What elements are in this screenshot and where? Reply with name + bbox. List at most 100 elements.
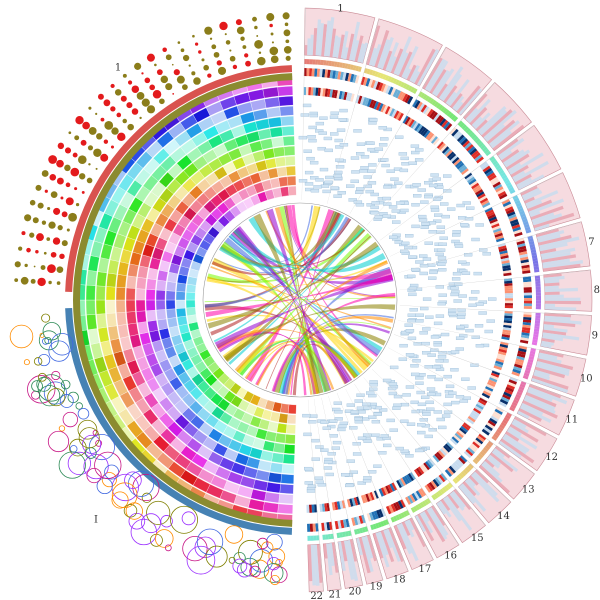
colored-cell <box>533 266 540 270</box>
histogram-bar <box>527 199 553 212</box>
histogram-bar <box>512 418 527 429</box>
chord <box>236 340 320 394</box>
gene-box <box>336 128 346 132</box>
colored-cell <box>359 527 364 534</box>
gene-box <box>434 213 443 217</box>
ring-circle <box>77 419 98 440</box>
heat-cell <box>380 487 387 496</box>
gene-box <box>306 156 315 161</box>
dot <box>29 232 35 238</box>
heatmap-cell <box>127 322 139 337</box>
heatmap-cell <box>186 307 197 317</box>
gene-box <box>455 347 464 351</box>
heat-cell <box>435 115 443 123</box>
gene-box <box>421 341 430 346</box>
colored-cell <box>493 162 500 168</box>
heat-cell <box>446 467 455 476</box>
heatmap-cell <box>280 115 295 127</box>
heat-cell <box>350 93 355 102</box>
sector-divider <box>307 399 324 592</box>
heat-cell <box>498 401 507 408</box>
colored-cell <box>479 450 486 457</box>
chord <box>278 321 391 394</box>
heat-cell <box>396 479 402 489</box>
heat-cell <box>336 501 341 510</box>
chromosome-label: 16 <box>444 550 457 561</box>
dot <box>93 148 102 157</box>
heat-cell <box>334 501 339 511</box>
histogram-bar <box>544 315 571 321</box>
heatmap-cell <box>273 442 286 454</box>
gene-box <box>400 330 410 335</box>
colored-cell <box>448 482 454 488</box>
heat-cell <box>504 305 513 309</box>
dot <box>100 153 109 162</box>
heat-cell <box>387 484 393 493</box>
histogram-bar <box>337 541 346 572</box>
gene-box <box>443 402 452 407</box>
histogram-bar <box>383 529 393 549</box>
heat-cell <box>362 97 368 106</box>
dot <box>49 173 57 181</box>
heatmap-cell <box>146 309 157 322</box>
colored-cell <box>309 59 313 65</box>
histogram-bar <box>539 242 568 252</box>
gene-box <box>369 383 378 387</box>
gene-box <box>333 174 342 178</box>
dot <box>117 132 126 142</box>
dot <box>191 71 196 76</box>
gene-box <box>435 314 445 318</box>
dot <box>144 77 151 84</box>
dot <box>96 133 103 140</box>
histogram-bar <box>337 34 345 59</box>
track-label: I <box>94 515 98 526</box>
chromosome-label: 13 <box>522 485 535 496</box>
histogram-bar <box>434 68 455 97</box>
histogram-bar <box>513 160 549 183</box>
gene-box <box>327 452 336 456</box>
gene-box <box>429 270 438 275</box>
heat-cell <box>311 504 315 513</box>
gene-box <box>378 408 388 412</box>
colored-cell <box>478 142 485 148</box>
histogram-bar <box>477 105 507 134</box>
heat-cell <box>391 109 398 118</box>
colored-cell <box>534 325 540 330</box>
dot <box>97 93 104 100</box>
heat-cell <box>321 522 325 531</box>
histogram-bar <box>340 541 348 562</box>
colored-cell <box>452 478 458 484</box>
heat-cell <box>404 116 411 125</box>
ring-circle <box>269 574 280 586</box>
sector-divider <box>393 334 575 401</box>
heat-cell <box>493 411 502 418</box>
colored-cell <box>320 59 324 66</box>
colored-cell <box>352 65 357 71</box>
heat-cell <box>483 388 493 395</box>
colored-cell <box>502 419 508 425</box>
histogram-bar <box>487 119 516 145</box>
heat-cell <box>523 306 532 310</box>
heat-cell <box>487 213 496 220</box>
heat-cell <box>440 472 448 481</box>
histogram-bar <box>524 196 535 204</box>
ring-circle <box>38 385 61 407</box>
histogram-bar <box>385 528 401 562</box>
gene-box <box>353 200 363 204</box>
heat-cell <box>312 523 316 532</box>
gene-box <box>460 222 469 227</box>
histogram-bar <box>388 527 405 562</box>
heat-cell <box>414 469 421 478</box>
heat-cell <box>405 496 412 505</box>
colored-cell <box>433 101 439 108</box>
colored-cell <box>502 176 509 182</box>
heat-cell <box>478 399 487 406</box>
gene-box <box>363 476 372 480</box>
dot <box>146 53 155 62</box>
colored-cell <box>474 456 480 463</box>
histogram-bar <box>479 109 508 136</box>
dot <box>65 197 74 206</box>
heat-cell <box>456 458 464 467</box>
histogram-bar <box>427 60 449 93</box>
colored-cell <box>513 197 520 203</box>
